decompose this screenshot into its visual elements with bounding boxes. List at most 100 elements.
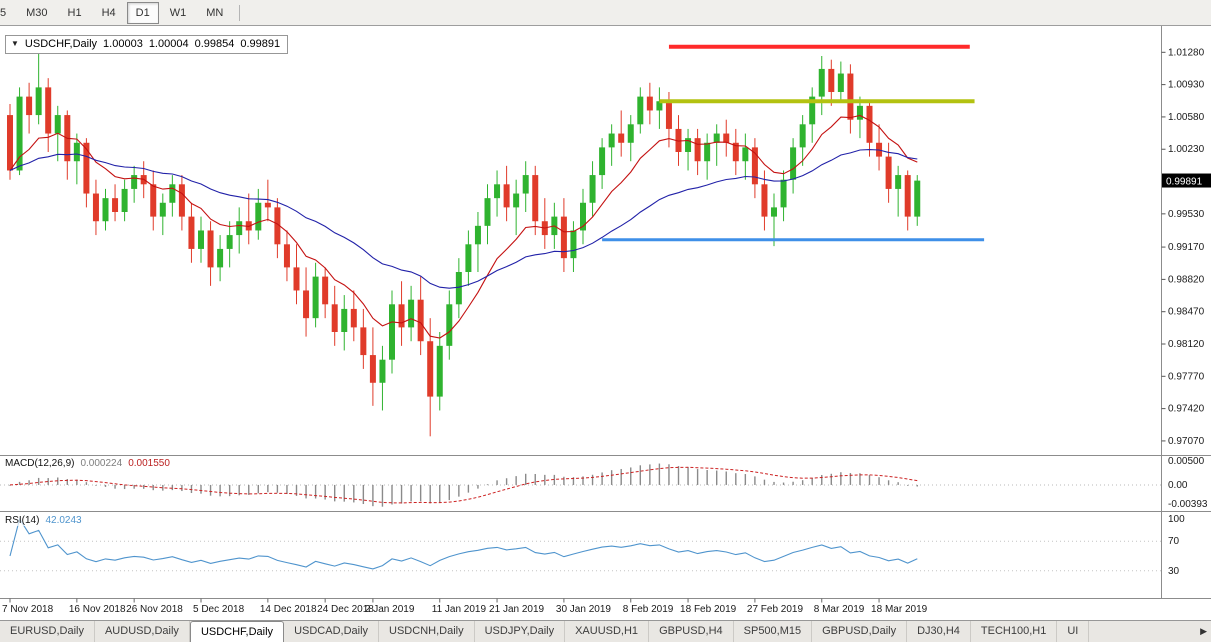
candle-body	[656, 101, 663, 111]
chart-tab-tech100-h1[interactable]: TECH100,H1	[971, 621, 1058, 642]
chart-tab-dj30-h4[interactable]: DJ30,H4	[907, 621, 971, 642]
candle-body	[895, 175, 902, 189]
rsi-axis: 100 70 30	[1168, 514, 1185, 577]
ohlc-low: 0.99854	[194, 38, 235, 50]
toolbar-separator	[239, 4, 241, 21]
candle-body	[226, 235, 233, 249]
candle-body	[532, 175, 539, 222]
candle-body	[331, 304, 338, 332]
candle-body	[436, 345, 443, 397]
time-axis-label: 27 Feb 2019	[747, 604, 804, 615]
candle-body	[799, 124, 806, 148]
chart-tab-gbpusd-daily[interactable]: GBPUSD,Daily	[812, 621, 908, 642]
chart-tab-ui[interactable]: UI	[1057, 621, 1090, 642]
candle-body	[914, 180, 921, 217]
candle-body	[26, 96, 33, 116]
chart-tab-usdchf-daily[interactable]: USDCHF,Daily	[189, 621, 285, 642]
timeframe-h1[interactable]: H1	[67, 6, 82, 19]
chart-tab-sp500-m15[interactable]: SP500,M15	[734, 621, 813, 642]
time-axis-label: 5 Dec 2018	[193, 604, 245, 615]
symbol-ohlc-box: ▼ USDCHF,Daily 1.00003 1.00004 0.99854 0…	[5, 35, 289, 54]
time-axis-label: 2 Jan 2019	[365, 604, 415, 615]
timeframe-button-group: 5 M30 H1 H4 D1 W1 MN	[0, 0, 233, 25]
chart-tab-xauusd-h1[interactable]: XAUUSD,H1	[565, 621, 650, 642]
candle-body	[274, 207, 281, 245]
candle-body	[513, 193, 520, 208]
candle-body	[92, 193, 99, 222]
price-axis-label: 0.99170	[1168, 242, 1205, 253]
timeframe-mn[interactable]: MN	[206, 6, 224, 19]
ohlc-close: 0.99891	[240, 38, 281, 50]
timeframe-5[interactable]: 5	[0, 6, 7, 19]
price-axis-label: 0.98120	[1168, 339, 1205, 350]
candle-body	[303, 290, 310, 319]
timeframe-toolbar: 5 M30 H1 H4 D1 W1 MN	[0, 0, 1211, 26]
candle-body	[828, 68, 835, 92]
chart-tab-gbpusd-h4[interactable]: GBPUSD,H4	[649, 621, 734, 642]
price-axis-label: 0.97770	[1168, 371, 1205, 382]
candle-body	[685, 138, 692, 152]
candle-body	[665, 101, 672, 129]
panel-separators	[0, 26, 1211, 599]
timeframe-w1[interactable]: W1	[169, 6, 187, 19]
candle-body	[112, 198, 119, 212]
candle-body	[847, 73, 854, 120]
candle-body	[398, 304, 405, 328]
price-axis-label: 1.00580	[1168, 112, 1205, 123]
candle-body	[131, 175, 138, 189]
candle-body	[255, 202, 262, 231]
chart-tab-usdjpy-daily[interactable]: USDJPY,Daily	[475, 621, 566, 642]
chart-tab-group: EURUSD,Daily AUDUSD,Daily USDCHF,Daily USDC…	[0, 621, 1090, 642]
candle-body	[188, 216, 195, 249]
candle-body	[465, 244, 472, 272]
time-axis-label: 30 Jan 2019	[556, 604, 611, 615]
candle-body	[360, 327, 367, 356]
candle-body	[417, 299, 424, 342]
macd-main-value: 0.000224	[80, 458, 123, 469]
chart-tab-audusd-daily[interactable]: AUDUSD,Daily	[95, 621, 190, 642]
candle-body	[427, 341, 434, 397]
time-axis-label: 11 Jan 2019	[432, 604, 487, 615]
svg-text:0.99891: 0.99891	[1166, 177, 1203, 188]
time-axis-label: 21 Jan 2019	[489, 604, 544, 615]
price-axis-label: 0.97420	[1168, 404, 1205, 415]
candle-body	[618, 133, 625, 143]
ohlc-open: 1.00003	[103, 38, 143, 50]
timeframe-d1[interactable]: D1	[126, 1, 159, 24]
price-axis: 1.01280 1.00930 1.00580 1.00230 0.99530 0.991…	[1161, 47, 1205, 447]
candle-body	[780, 179, 787, 208]
time-axis-label: 16 Nov 2018	[69, 604, 126, 615]
chart-tab-bar: EURUSD,Daily AUDUSD,Daily USDCHF,Daily USDC…	[0, 620, 1211, 642]
ma-32-line	[9, 149, 918, 289]
rsi-line	[9, 517, 918, 570]
time-axis-label: 18 Mar 2019	[871, 604, 928, 615]
rsi-value: 42.0243	[45, 515, 82, 526]
price-axis-label: 0.98470	[1168, 307, 1205, 318]
collapse-arrow-icon[interactable]: ▼	[11, 39, 19, 48]
candle-body	[570, 230, 577, 259]
candle-body	[121, 188, 128, 212]
chart-tab-usdcad-daily[interactable]: USDCAD,Daily	[284, 621, 380, 642]
candle-body	[73, 142, 80, 162]
candle-body	[54, 115, 61, 134]
chart-tab-eurusd-daily[interactable]: EURUSD,Daily	[0, 621, 95, 642]
candle-body	[771, 207, 777, 217]
time-axis-label: 8 Mar 2019	[814, 604, 865, 615]
price-axis-label: 0.98820	[1168, 274, 1205, 285]
macd-axis-label: 0.00500	[1168, 456, 1205, 467]
timeframe-h4[interactable]: H4	[101, 6, 116, 19]
candle-body	[885, 156, 892, 189]
candle-body	[761, 184, 768, 217]
timeframe-m30[interactable]: M30	[26, 6, 48, 19]
candle-body	[455, 272, 462, 305]
tab-scroll-right-icon[interactable]: ▶	[1200, 626, 1207, 636]
candle-body	[379, 359, 386, 383]
chart-tab-usdcnh-daily[interactable]: USDCNH,Daily	[379, 621, 475, 642]
candle-body	[474, 225, 481, 245]
candle-body	[627, 124, 634, 143]
candle-body	[856, 105, 863, 120]
candle-body	[369, 355, 376, 383]
candle-body	[283, 244, 290, 268]
price-axis-label: 1.01280	[1168, 47, 1205, 58]
